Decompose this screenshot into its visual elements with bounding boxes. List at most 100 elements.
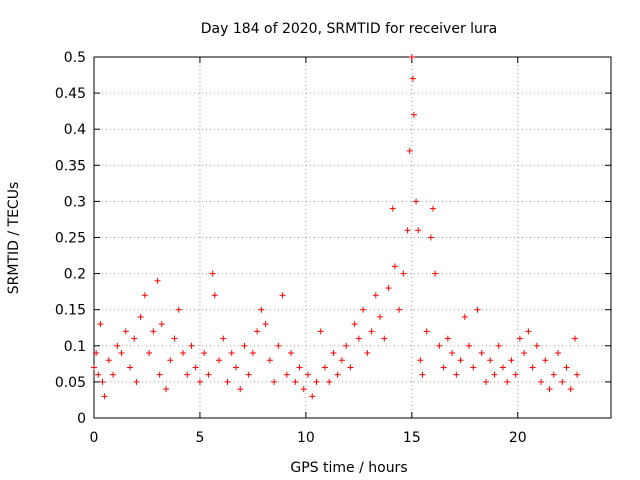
data-point (436, 342, 443, 349)
x-tick-label: 15 (403, 430, 421, 446)
data-point (404, 227, 411, 234)
data-point (158, 321, 165, 328)
data-point (220, 335, 227, 342)
data-point (415, 227, 422, 234)
data-point (91, 364, 97, 371)
data-point (457, 357, 464, 364)
data-point (188, 342, 195, 349)
data-point (95, 371, 102, 378)
data-point (440, 364, 447, 371)
data-point (377, 313, 384, 320)
data-point (417, 357, 424, 364)
data-point (228, 350, 235, 357)
x-axis-label: GPS time / hours (290, 460, 407, 476)
data-point (114, 342, 121, 349)
data-point (550, 371, 557, 378)
data-point (529, 364, 536, 371)
y-tick-label: 0.4 (64, 122, 86, 138)
data-point (292, 378, 299, 385)
data-point (508, 357, 515, 364)
data-point (410, 111, 417, 118)
data-point (283, 371, 290, 378)
data-point (470, 364, 477, 371)
y-tick-label: 0.3 (64, 194, 86, 210)
data-point (110, 371, 117, 378)
data-point (317, 328, 324, 335)
data-point (249, 350, 256, 357)
data-point (563, 364, 570, 371)
data-point (444, 335, 451, 342)
y-tick-label: 0.25 (55, 231, 86, 247)
y-tick-label: 0.5 (64, 50, 86, 66)
x-tick-label: 20 (509, 430, 527, 446)
data-point (101, 393, 108, 400)
data-point (495, 342, 502, 349)
data-point (385, 285, 392, 292)
data-point (504, 378, 511, 385)
data-point (122, 328, 129, 335)
plot-frame (93, 56, 612, 419)
y-tick-label: 0.45 (55, 86, 86, 102)
data-point (296, 364, 303, 371)
data-point (334, 371, 341, 378)
x-tick-label: 5 (195, 430, 204, 446)
data-point (389, 205, 396, 212)
data-point (338, 357, 345, 364)
data-point (313, 378, 320, 385)
data-point (381, 335, 388, 342)
data-point (555, 350, 562, 357)
data-point (196, 378, 203, 385)
data-point (237, 386, 244, 393)
data-point (546, 386, 553, 393)
data-point (288, 350, 295, 357)
x-tick-label: 10 (297, 430, 315, 446)
data-point (559, 378, 566, 385)
data-point (355, 335, 362, 342)
data-point (419, 371, 426, 378)
data-point (482, 378, 489, 385)
data-point (241, 342, 248, 349)
data-point (192, 364, 199, 371)
chart-title: Day 184 of 2020, SRMTID for receiver lur… (201, 21, 498, 37)
data-point (409, 75, 416, 82)
data-point (516, 335, 523, 342)
data-point (466, 342, 473, 349)
x-tick-label: 0 (90, 430, 99, 446)
data-point (512, 371, 519, 378)
data-point (262, 321, 269, 328)
data-point (567, 386, 574, 393)
data-point (406, 147, 413, 154)
data-point (133, 378, 140, 385)
data-point (279, 292, 286, 299)
data-point (372, 292, 379, 299)
data-point (542, 357, 549, 364)
data-point (538, 378, 545, 385)
data-point (97, 321, 104, 328)
data-point (330, 350, 337, 357)
data-point (127, 364, 134, 371)
data-point (163, 386, 170, 393)
data-point (360, 306, 367, 313)
data-point (156, 371, 163, 378)
data-point (574, 371, 581, 378)
y-axis-label: SRMTID / TECUs (6, 182, 22, 295)
data-point (232, 364, 239, 371)
data-point (423, 328, 430, 335)
y-tick-label: 0.2 (64, 267, 86, 283)
data-point (245, 371, 252, 378)
data-point (499, 364, 506, 371)
data-point (216, 357, 223, 364)
data-point (533, 342, 540, 349)
data-point (391, 263, 398, 270)
y-tick-label: 0 (77, 411, 86, 427)
data-point (474, 306, 481, 313)
data-point (408, 54, 415, 60)
data-point (571, 335, 578, 342)
data-point (305, 371, 312, 378)
y-tick-label: 0.15 (55, 303, 86, 319)
data-point (99, 378, 106, 385)
data-point (300, 386, 307, 393)
data-point (175, 306, 182, 313)
data-point (271, 378, 278, 385)
